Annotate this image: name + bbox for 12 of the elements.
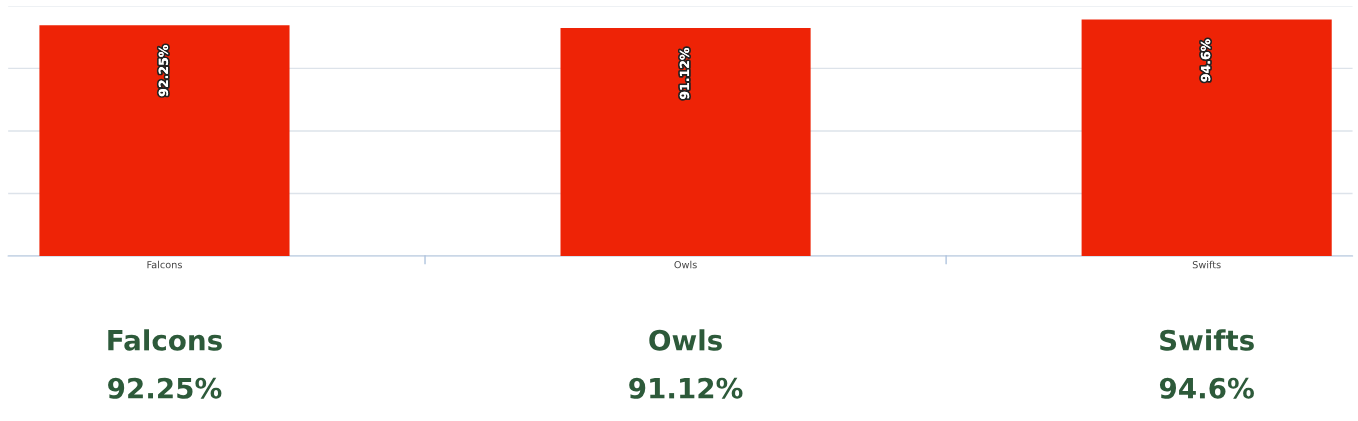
data-label: 92.25% <box>158 45 169 97</box>
data-label: 94.6% <box>1200 39 1211 82</box>
data-label: 91.12% <box>679 47 690 99</box>
text: 91.12% <box>629 377 743 399</box>
text: Falcons <box>108 329 222 351</box>
text: 92.25% <box>108 377 222 399</box>
x-tick-label: Falcons <box>147 260 182 269</box>
x-tick-label: Swifts <box>1192 260 1221 269</box>
text: 94.6% <box>1159 377 1254 399</box>
x-tick-label: Owls <box>674 260 697 269</box>
text: Owls <box>649 329 722 351</box>
text: Swifts <box>1160 329 1254 351</box>
